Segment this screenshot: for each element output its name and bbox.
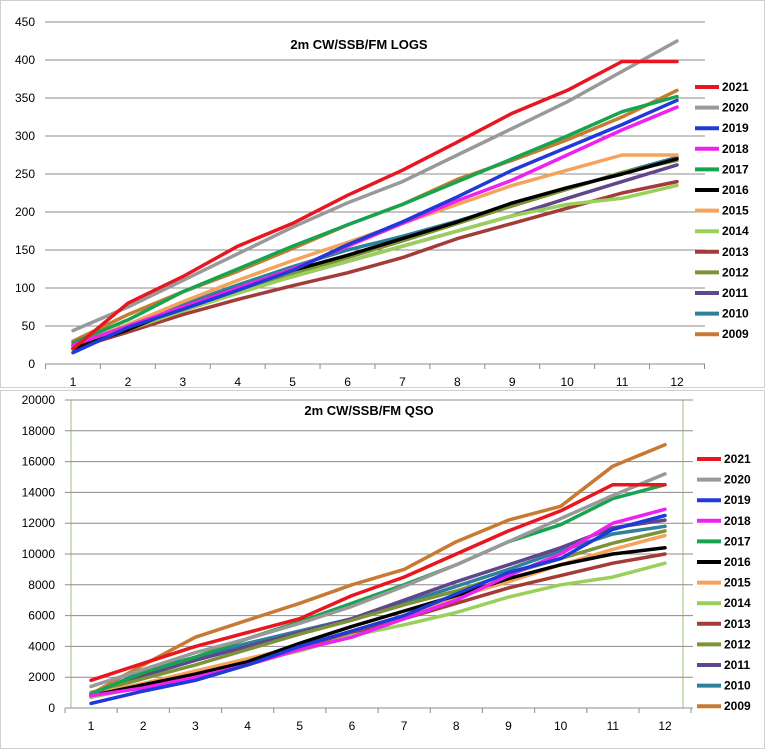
x-tick-label: 8 xyxy=(453,719,460,733)
legend-label: 2013 xyxy=(722,245,749,259)
series-line-2020 xyxy=(71,39,679,333)
legend-label: 2015 xyxy=(722,204,749,218)
y-tick-label: 10000 xyxy=(22,547,56,561)
legend-label: 2016 xyxy=(724,555,751,569)
series-line-2009 xyxy=(89,442,667,696)
series-line-2016 xyxy=(89,546,667,698)
series-line-2020 xyxy=(89,472,667,689)
legend-label: 2018 xyxy=(722,142,749,156)
series-line-2019 xyxy=(71,98,679,355)
legend-label: 2017 xyxy=(724,534,751,548)
legend-label: 2016 xyxy=(722,183,749,197)
legend-label: 2014 xyxy=(722,224,749,238)
y-tick-label: 0 xyxy=(28,357,35,371)
x-tick-label: 4 xyxy=(234,375,241,387)
legend-label: 2020 xyxy=(724,473,751,487)
legend-label: 2012 xyxy=(724,637,751,651)
x-tick-label: 11 xyxy=(607,719,620,733)
x-tick-label: 5 xyxy=(296,719,303,733)
y-tick-label: 150 xyxy=(15,243,35,257)
x-tick-label: 1 xyxy=(70,375,77,387)
series-line-2021 xyxy=(89,482,667,683)
x-tick-label: 9 xyxy=(509,375,516,387)
legend-label: 2021 xyxy=(722,80,749,94)
legend-label: 2021 xyxy=(724,452,751,466)
y-tick-label: 16000 xyxy=(22,455,56,469)
chart-title: 2m CW/SSB/FM QSO xyxy=(304,403,433,418)
legend-label: 2019 xyxy=(724,493,751,507)
x-tick-label: 3 xyxy=(179,375,186,387)
y-tick-label: 20000 xyxy=(22,393,56,407)
series-line-2021 xyxy=(71,59,679,351)
y-tick-label: 12000 xyxy=(22,516,56,530)
x-tick-label: 9 xyxy=(505,719,512,733)
series-line-2017 xyxy=(89,482,667,696)
x-tick-label: 5 xyxy=(289,375,296,387)
x-tick-label: 10 xyxy=(561,375,575,387)
legend-label: 2019 xyxy=(722,121,749,135)
y-tick-label: 18000 xyxy=(22,424,56,438)
x-tick-label: 1 xyxy=(88,719,95,733)
y-tick-label: 8000 xyxy=(28,578,55,592)
x-tick-label: 12 xyxy=(658,719,672,733)
legend-label: 2010 xyxy=(722,307,749,321)
series-line-2019 xyxy=(89,513,667,706)
legend-label: 2017 xyxy=(722,162,749,176)
legend-label: 2011 xyxy=(722,286,748,300)
legend-label: 2015 xyxy=(724,576,751,590)
y-tick-label: 350 xyxy=(15,91,35,105)
x-tick-label: 6 xyxy=(349,719,356,733)
y-tick-label: 4000 xyxy=(28,639,55,653)
legend-label: 2014 xyxy=(724,596,751,610)
x-tick-label: 12 xyxy=(670,375,684,387)
x-tick-label: 2 xyxy=(125,375,132,387)
y-tick-label: 2000 xyxy=(28,670,55,684)
x-tick-label: 2 xyxy=(140,719,147,733)
qso-chart-panel: 0 2000 4000 6000 8000 10000 12000 14000 16000 180… xyxy=(0,390,765,749)
y-tick-label: 50 xyxy=(22,319,36,333)
legend-label: 2013 xyxy=(724,617,751,631)
series-line-2014 xyxy=(71,183,679,351)
x-tick-label: 11 xyxy=(616,375,629,387)
qso-chart: 0 2000 4000 6000 8000 10000 12000 14000 16000 180… xyxy=(22,393,751,733)
x-tick-label: 7 xyxy=(399,375,406,387)
series-line-2013 xyxy=(71,179,679,351)
x-tick-label: 6 xyxy=(344,375,351,387)
y-tick-label: 400 xyxy=(15,53,35,67)
logs-chart-panel: 0 50 100 150 200 250 300 350 400 450 1 2 3 4 5 6 7 8 9 10 11… xyxy=(0,0,765,389)
y-tick-label: 14000 xyxy=(22,485,56,499)
x-tick-label: 10 xyxy=(554,719,568,733)
y-tick-label: 200 xyxy=(15,205,35,219)
series-line-2011 xyxy=(89,518,667,696)
x-tick-label: 7 xyxy=(401,719,408,733)
legend-label: 2020 xyxy=(722,101,749,115)
legend-label: 2009 xyxy=(722,327,749,341)
x-tick-label: 4 xyxy=(244,719,251,733)
y-tick-label: 6000 xyxy=(28,609,55,623)
legend-label: 2018 xyxy=(724,514,751,528)
series-line-2012 xyxy=(89,529,667,695)
x-tick-label: 3 xyxy=(192,719,199,733)
legend-label: 2009 xyxy=(724,699,751,713)
y-tick-label: 100 xyxy=(15,281,35,295)
chart-title: 2m CW/SSB/FM LOGS xyxy=(290,37,428,52)
series-line-2017 xyxy=(71,94,679,345)
legend-label: 2010 xyxy=(724,679,751,693)
y-tick-label: 0 xyxy=(48,701,55,715)
legend-label: 2012 xyxy=(722,265,749,279)
y-tick-label: 450 xyxy=(15,15,35,29)
series-line-2018 xyxy=(89,507,667,698)
y-tick-label: 250 xyxy=(15,167,35,181)
y-tick-label: 300 xyxy=(15,129,35,143)
legend-label: 2011 xyxy=(724,658,750,672)
x-tick-label: 8 xyxy=(454,375,461,387)
